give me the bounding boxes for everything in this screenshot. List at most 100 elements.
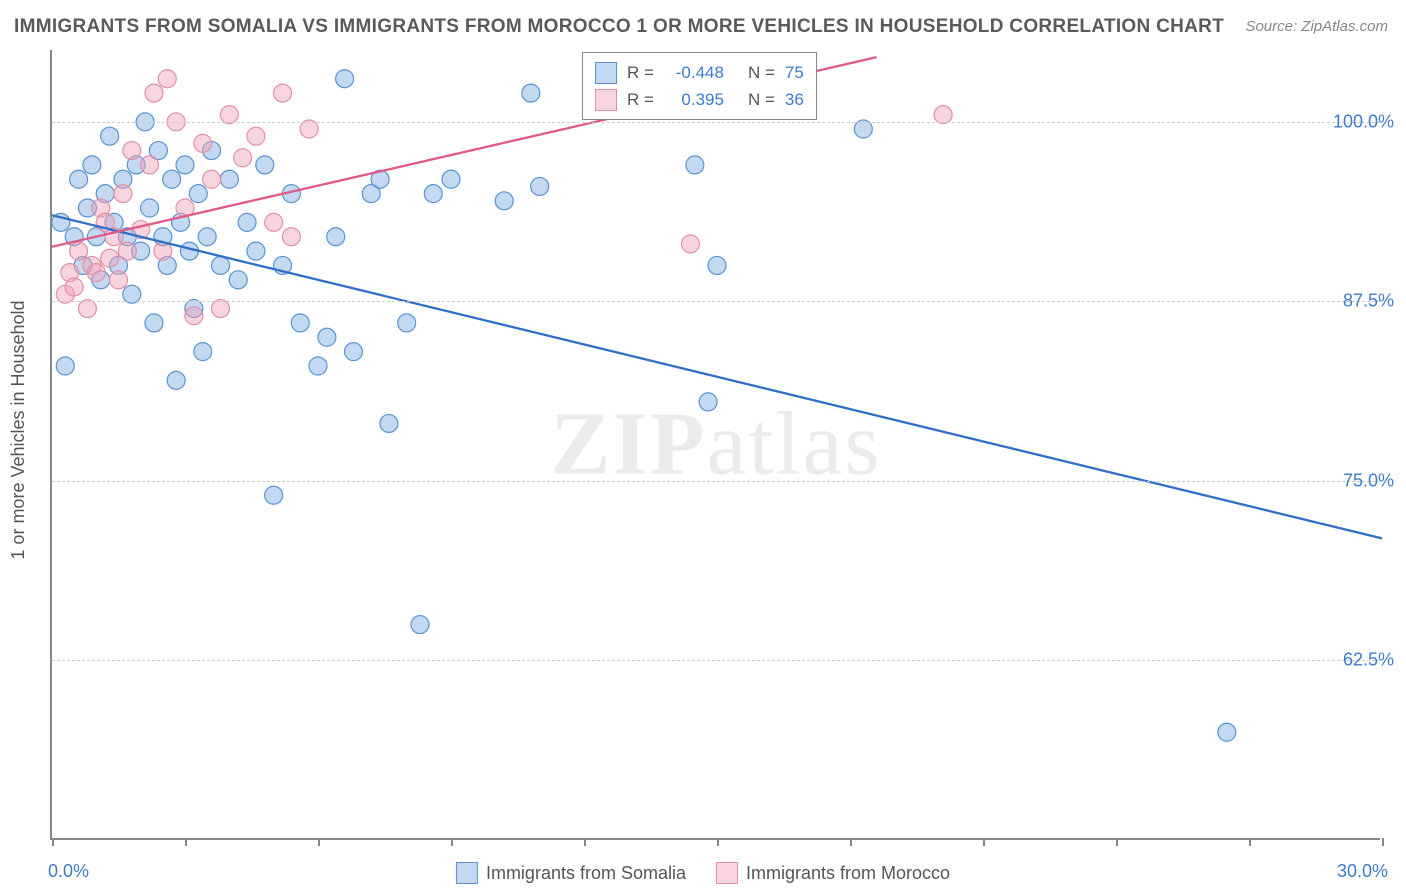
data-point bbox=[336, 70, 354, 88]
data-point bbox=[167, 371, 185, 389]
data-point bbox=[424, 185, 442, 203]
x-tick bbox=[850, 838, 852, 846]
data-point bbox=[318, 328, 336, 346]
swatch-icon bbox=[595, 62, 617, 84]
data-point bbox=[398, 314, 416, 332]
plot-svg bbox=[52, 50, 1380, 838]
x-tick bbox=[318, 838, 320, 846]
gridline-h bbox=[52, 660, 1380, 661]
data-point bbox=[65, 278, 83, 296]
data-point bbox=[203, 170, 221, 188]
x-tick bbox=[1382, 838, 1384, 846]
data-point bbox=[256, 156, 274, 174]
gridline-h bbox=[52, 122, 1380, 123]
data-point bbox=[522, 84, 540, 102]
data-point bbox=[101, 249, 119, 267]
data-point bbox=[211, 256, 229, 274]
x-tick bbox=[1116, 838, 1118, 846]
data-point bbox=[265, 486, 283, 504]
n-label: N = bbox=[748, 86, 775, 113]
data-point bbox=[708, 256, 726, 274]
legend-bottom: Immigrants from Somalia Immigrants from … bbox=[456, 862, 950, 884]
data-point bbox=[291, 314, 309, 332]
legend-stats-row: R = -0.448 N = 75 bbox=[595, 59, 804, 86]
r-value: -0.448 bbox=[664, 59, 724, 86]
n-value: 75 bbox=[785, 59, 804, 86]
data-point bbox=[198, 228, 216, 246]
n-value: 36 bbox=[785, 86, 804, 113]
legend-stats-row: R =0.395N =36 bbox=[595, 86, 804, 113]
data-point bbox=[247, 242, 265, 260]
data-point bbox=[686, 156, 704, 174]
gridline-h bbox=[52, 301, 1380, 302]
data-point bbox=[163, 170, 181, 188]
data-point bbox=[194, 343, 212, 361]
data-point bbox=[158, 70, 176, 88]
x-tick bbox=[185, 838, 187, 846]
data-point bbox=[141, 199, 159, 217]
legend-item-somalia: Immigrants from Somalia bbox=[456, 862, 686, 884]
data-point bbox=[114, 185, 132, 203]
data-point bbox=[83, 156, 101, 174]
data-point bbox=[141, 156, 159, 174]
data-point bbox=[495, 192, 513, 210]
x-tick-right: 30.0% bbox=[1337, 861, 1388, 882]
data-point bbox=[282, 228, 300, 246]
data-point bbox=[189, 185, 207, 203]
x-tick bbox=[451, 838, 453, 846]
data-point bbox=[234, 149, 252, 167]
data-point bbox=[70, 170, 88, 188]
source-attribution: Source: ZipAtlas.com bbox=[1245, 18, 1388, 35]
data-point bbox=[309, 357, 327, 375]
data-point bbox=[229, 271, 247, 289]
data-point bbox=[87, 264, 105, 282]
legend-item-morocco: Immigrants from Morocco bbox=[716, 862, 950, 884]
data-point bbox=[70, 242, 88, 260]
data-point bbox=[247, 127, 265, 145]
data-point bbox=[56, 357, 74, 375]
data-point bbox=[1218, 723, 1236, 741]
y-tick-label: 87.5% bbox=[1343, 291, 1394, 312]
r-value: 0.395 bbox=[664, 86, 724, 113]
x-tick bbox=[983, 838, 985, 846]
data-point bbox=[220, 170, 238, 188]
data-point bbox=[265, 213, 283, 231]
data-point bbox=[185, 307, 203, 325]
data-point bbox=[194, 134, 212, 152]
plot-area: ZIPatlas R =-0.448N =75R =0.395N =36 bbox=[50, 50, 1380, 840]
x-tick bbox=[584, 838, 586, 846]
x-tick-left: 0.0% bbox=[48, 861, 89, 882]
data-point bbox=[442, 170, 460, 188]
x-tick bbox=[52, 838, 54, 846]
data-point bbox=[411, 616, 429, 634]
data-point bbox=[110, 271, 128, 289]
data-point bbox=[118, 242, 136, 260]
legend-label-somalia: Immigrants from Somalia bbox=[486, 863, 686, 884]
data-point bbox=[681, 235, 699, 253]
data-point bbox=[238, 213, 256, 231]
r-label: R = bbox=[627, 59, 654, 86]
swatch-icon bbox=[595, 89, 617, 111]
data-point bbox=[699, 393, 717, 411]
data-point bbox=[327, 228, 345, 246]
n-label: N = bbox=[748, 59, 775, 86]
y-tick-label: 62.5% bbox=[1343, 650, 1394, 671]
data-point bbox=[123, 142, 141, 160]
data-point bbox=[101, 127, 119, 145]
y-tick-label: 75.0% bbox=[1343, 470, 1394, 491]
data-point bbox=[145, 314, 163, 332]
data-point bbox=[531, 177, 549, 195]
swatch-somalia bbox=[456, 862, 478, 884]
y-tick-label: 100.0% bbox=[1333, 111, 1394, 132]
data-point bbox=[274, 84, 292, 102]
data-point bbox=[344, 343, 362, 361]
x-tick bbox=[1249, 838, 1251, 846]
chart-title: IMMIGRANTS FROM SOMALIA VS IMMIGRANTS FR… bbox=[14, 16, 1224, 38]
y-axis-label: 1 or more Vehicles in Household bbox=[8, 300, 29, 559]
data-point bbox=[176, 156, 194, 174]
data-point bbox=[380, 414, 398, 432]
data-point bbox=[145, 84, 163, 102]
gridline-h bbox=[52, 481, 1380, 482]
legend-stats: R = -0.448 N = 75R = 0.395 N = 36 bbox=[582, 52, 817, 120]
x-tick bbox=[717, 838, 719, 846]
